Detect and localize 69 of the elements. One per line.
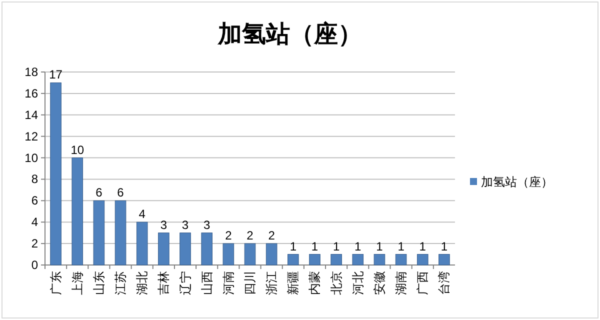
bar (201, 232, 212, 266)
data-label: 3 (160, 218, 168, 232)
data-label: 1 (332, 239, 340, 254)
data-label: 2 (246, 228, 254, 243)
bar (330, 254, 342, 266)
bar (158, 232, 170, 266)
data-label: 1 (398, 239, 405, 254)
y-tick-label: 4 (31, 215, 38, 230)
data-label: 1 (354, 239, 362, 254)
y-tick-label: 14 (24, 108, 38, 122)
x-tick-label: 台湾 (437, 271, 452, 295)
x-tick-label: 四川 (243, 271, 257, 295)
bar (136, 222, 148, 266)
bar (288, 254, 299, 266)
bar (309, 254, 320, 266)
chart-title: 加氢站（座） (217, 21, 362, 48)
y-tick-label: 10 (24, 150, 38, 165)
x-tick-label: 江苏 (114, 271, 128, 295)
bar (438, 254, 450, 266)
bar (72, 158, 84, 266)
x-tick-label: 浙江 (264, 271, 279, 295)
y-tick-label: 8 (31, 172, 38, 186)
bar (395, 254, 407, 266)
data-label: 6 (117, 186, 124, 200)
y-tick-label: 2 (31, 236, 38, 251)
y-tick-label: 18 (24, 65, 38, 79)
x-tick-label: 吉林 (156, 271, 171, 295)
x-tick-label: 山西 (200, 271, 214, 295)
data-label: 10 (70, 142, 84, 157)
bar (416, 254, 428, 266)
data-label: 4 (138, 207, 146, 222)
x-tick-label: 河北 (350, 271, 365, 295)
bar (114, 200, 126, 266)
legend-label: 加氢站（座） (481, 175, 553, 189)
data-label: 1 (376, 239, 384, 254)
data-label: 3 (204, 218, 210, 232)
bar (222, 243, 234, 266)
y-tick-label: 12 (24, 129, 38, 144)
x-tick-label: 新疆 (286, 271, 300, 295)
bar (352, 254, 364, 266)
x-tick-label: 安徽 (372, 271, 386, 295)
data-label: 3 (182, 218, 189, 232)
x-tick-label: 湖南 (394, 271, 408, 295)
data-label: 17 (49, 68, 63, 82)
data-label: 1 (311, 239, 318, 254)
y-tick-label: 6 (31, 194, 38, 208)
bar (266, 243, 278, 266)
x-tick-label: 内蒙 (308, 271, 322, 295)
bar (180, 232, 191, 266)
data-label: 1 (440, 239, 448, 254)
bar (244, 243, 256, 266)
x-tick-label: 湖北 (135, 271, 150, 295)
x-tick-label: 上海 (70, 271, 84, 295)
x-tick-label: 广东 (48, 271, 63, 295)
x-tick-label: 辽宁 (178, 271, 192, 295)
bar (93, 200, 105, 266)
bar (374, 254, 386, 266)
data-label: 1 (419, 239, 426, 254)
x-tick-label: 北京 (329, 271, 344, 295)
x-tick-label: 广西 (416, 271, 430, 295)
y-tick-label: 16 (24, 86, 38, 100)
data-label: 6 (96, 186, 103, 200)
data-label: 2 (225, 228, 232, 243)
bar (50, 82, 62, 266)
x-tick-label: 河南 (221, 271, 236, 295)
data-label: 2 (268, 228, 276, 243)
y-tick-label: 0 (31, 258, 38, 272)
x-tick-label: 山东 (92, 271, 106, 295)
data-label: 1 (290, 239, 297, 254)
